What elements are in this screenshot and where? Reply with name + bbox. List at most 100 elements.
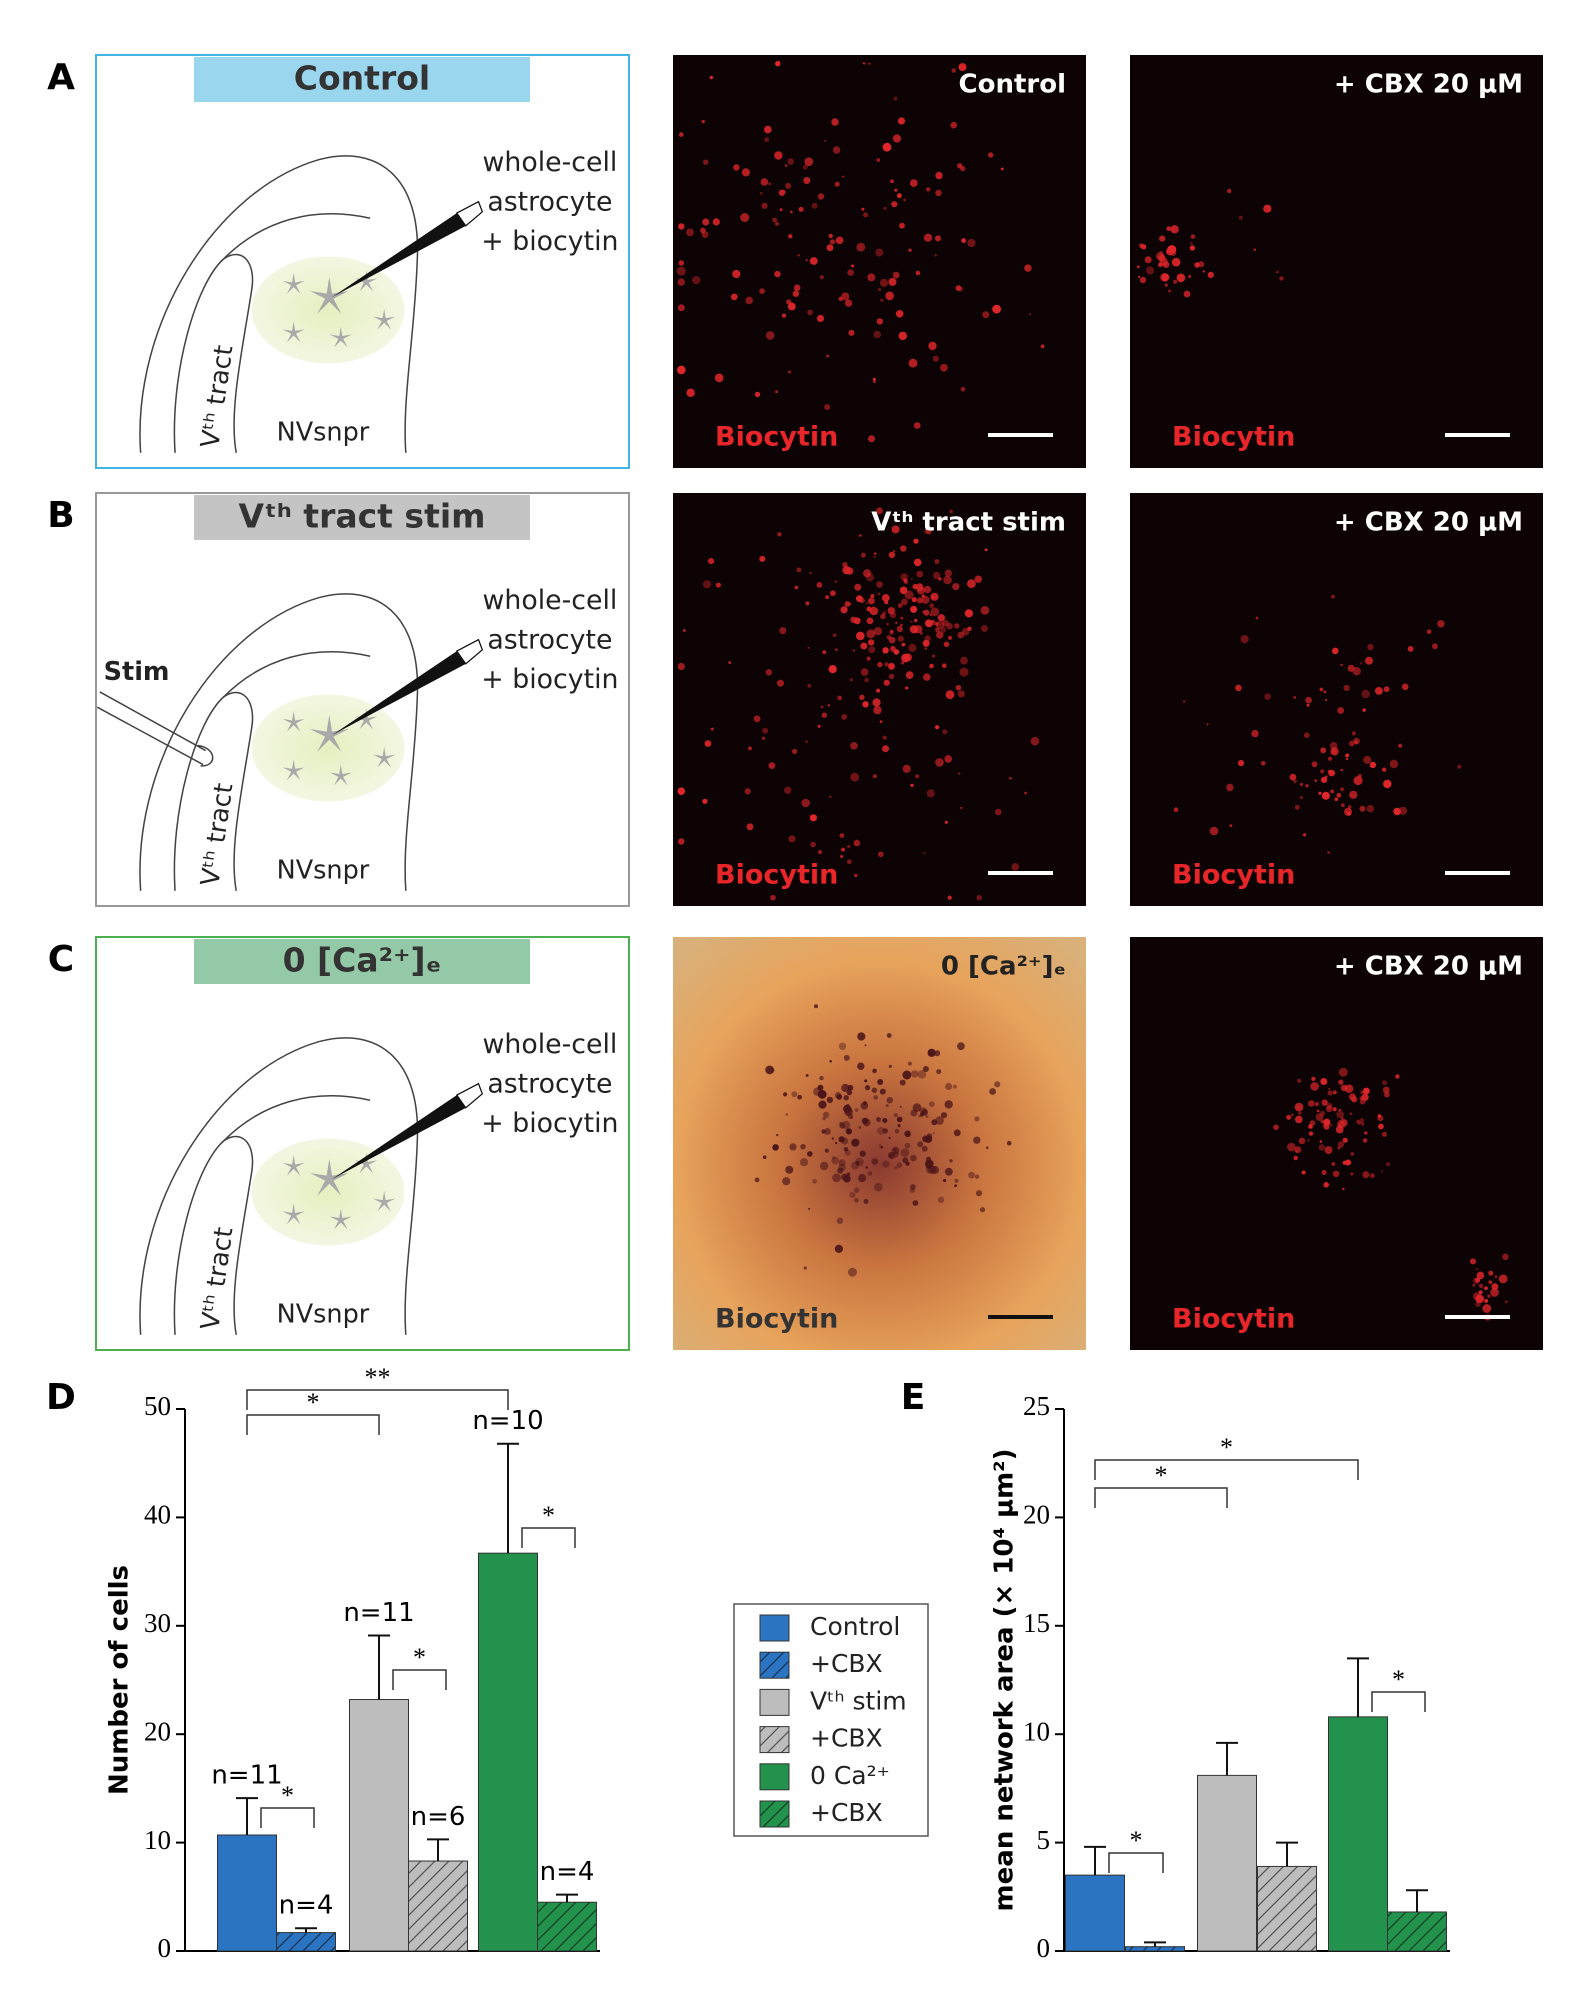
glow xyxy=(251,1138,405,1246)
cell-speck xyxy=(882,735,887,740)
cell-speck xyxy=(832,146,841,154)
schematic-label: + biocytin xyxy=(481,226,618,257)
outline xyxy=(139,593,419,891)
cell-speck xyxy=(867,1171,873,1176)
bar xyxy=(1257,1865,1317,1952)
cell-speck xyxy=(864,1044,867,1047)
cell-speck xyxy=(929,1101,935,1107)
cell-speck xyxy=(894,188,898,192)
astrocyte-icon xyxy=(329,326,352,348)
cell-speck xyxy=(1273,1124,1279,1131)
cell-speck xyxy=(846,1089,853,1096)
legend-label: Vᵗʰ stim xyxy=(810,1686,907,1715)
cell-speck xyxy=(834,1092,842,1099)
panel-title: 0 [Ca²⁺]ₑ xyxy=(283,941,442,980)
cell-speck xyxy=(1028,313,1031,316)
cell-speck xyxy=(923,585,932,594)
cell-speck xyxy=(792,748,798,755)
cell-speck xyxy=(922,610,925,613)
cell-speck xyxy=(957,631,964,639)
cell-speck xyxy=(1137,265,1140,269)
cell-speck xyxy=(903,578,908,583)
cell-speck xyxy=(873,627,883,636)
cell-speck xyxy=(876,318,883,325)
cell-speck xyxy=(859,694,865,700)
cell-speck xyxy=(844,299,853,307)
cell-speck xyxy=(868,62,871,65)
astrocyte-icon xyxy=(355,1152,378,1174)
cell-speck xyxy=(1182,700,1186,703)
cell-speck xyxy=(782,190,786,193)
y-axis-label: mean network area (× 10⁴ µm²) xyxy=(990,1449,1020,1912)
cell-speck xyxy=(874,1182,883,1192)
cell-speck xyxy=(899,222,905,229)
cell-speck xyxy=(937,1196,945,1204)
cell-speck xyxy=(888,636,896,644)
cell-speck xyxy=(741,168,751,177)
cell-speck xyxy=(876,507,883,515)
cell-speck xyxy=(897,117,906,125)
cell-speck xyxy=(861,207,865,211)
cell-speck xyxy=(1310,1082,1319,1091)
cell-speck xyxy=(873,552,877,555)
cell-speck xyxy=(781,313,787,318)
cell-speck xyxy=(774,151,783,160)
cell-speck xyxy=(932,1132,935,1135)
cell-speck xyxy=(979,1207,986,1213)
cell-speck xyxy=(831,1137,834,1140)
cell-speck xyxy=(1351,731,1356,736)
cell-speck xyxy=(968,1171,975,1179)
cell-speck xyxy=(772,217,778,223)
cell-speck xyxy=(877,661,883,668)
cell-speck xyxy=(912,1200,919,1206)
legend-swatch xyxy=(759,1651,790,1679)
image-label: 0 [Ca²⁺]ₑ xyxy=(941,952,1066,982)
cell-speck xyxy=(1294,1146,1302,1154)
cell-speck xyxy=(765,1065,774,1075)
error-bar xyxy=(1406,1889,1428,1912)
cell-speck xyxy=(928,341,937,351)
cell-speck xyxy=(768,182,772,186)
error-bar xyxy=(427,1838,449,1862)
cell-speck xyxy=(1240,635,1249,644)
cell-speck xyxy=(952,583,960,591)
cell-speck xyxy=(985,1146,989,1150)
cell-speck xyxy=(995,808,1002,816)
astrocyte-icon xyxy=(373,1190,396,1212)
y-axis-label: Number of cells xyxy=(105,1565,135,1795)
cell-speck xyxy=(1302,833,1307,837)
cell-speck xyxy=(944,1100,953,1109)
cell-speck xyxy=(1160,273,1169,282)
cell-speck xyxy=(760,178,769,186)
cell-speck xyxy=(1170,225,1179,234)
cell-speck xyxy=(1308,1131,1314,1136)
astrocyte-icon xyxy=(355,708,378,730)
cell-speck xyxy=(1359,1098,1366,1105)
cell-speck xyxy=(843,1095,849,1101)
cell-speck xyxy=(768,762,776,769)
cell-speck xyxy=(988,152,994,158)
cell-speck xyxy=(924,635,931,642)
cell-speck xyxy=(1189,245,1196,251)
cell-speck xyxy=(1321,776,1328,784)
cell-speck xyxy=(1342,1137,1348,1143)
cell-speck xyxy=(1359,805,1366,812)
cell-speck xyxy=(1140,244,1147,250)
astrocyte-icon xyxy=(282,1155,305,1176)
cell-speck xyxy=(873,380,876,384)
cell-speck xyxy=(876,688,881,693)
cell-speck xyxy=(1024,791,1027,795)
stain-label: Biocytin xyxy=(1172,860,1295,891)
cell-speck xyxy=(1340,663,1343,667)
cell-speck xyxy=(824,404,831,411)
micrograph xyxy=(673,55,1086,468)
cell-speck xyxy=(1395,1074,1400,1079)
cell-speck xyxy=(1478,1290,1483,1295)
legend-swatch xyxy=(759,1688,790,1716)
outline xyxy=(222,651,371,698)
cell-speck xyxy=(843,1175,851,1183)
cell-speck xyxy=(893,1113,898,1118)
panel-letter: B xyxy=(47,495,74,536)
cell-speck xyxy=(805,601,810,606)
cell-speck xyxy=(1328,1087,1331,1090)
